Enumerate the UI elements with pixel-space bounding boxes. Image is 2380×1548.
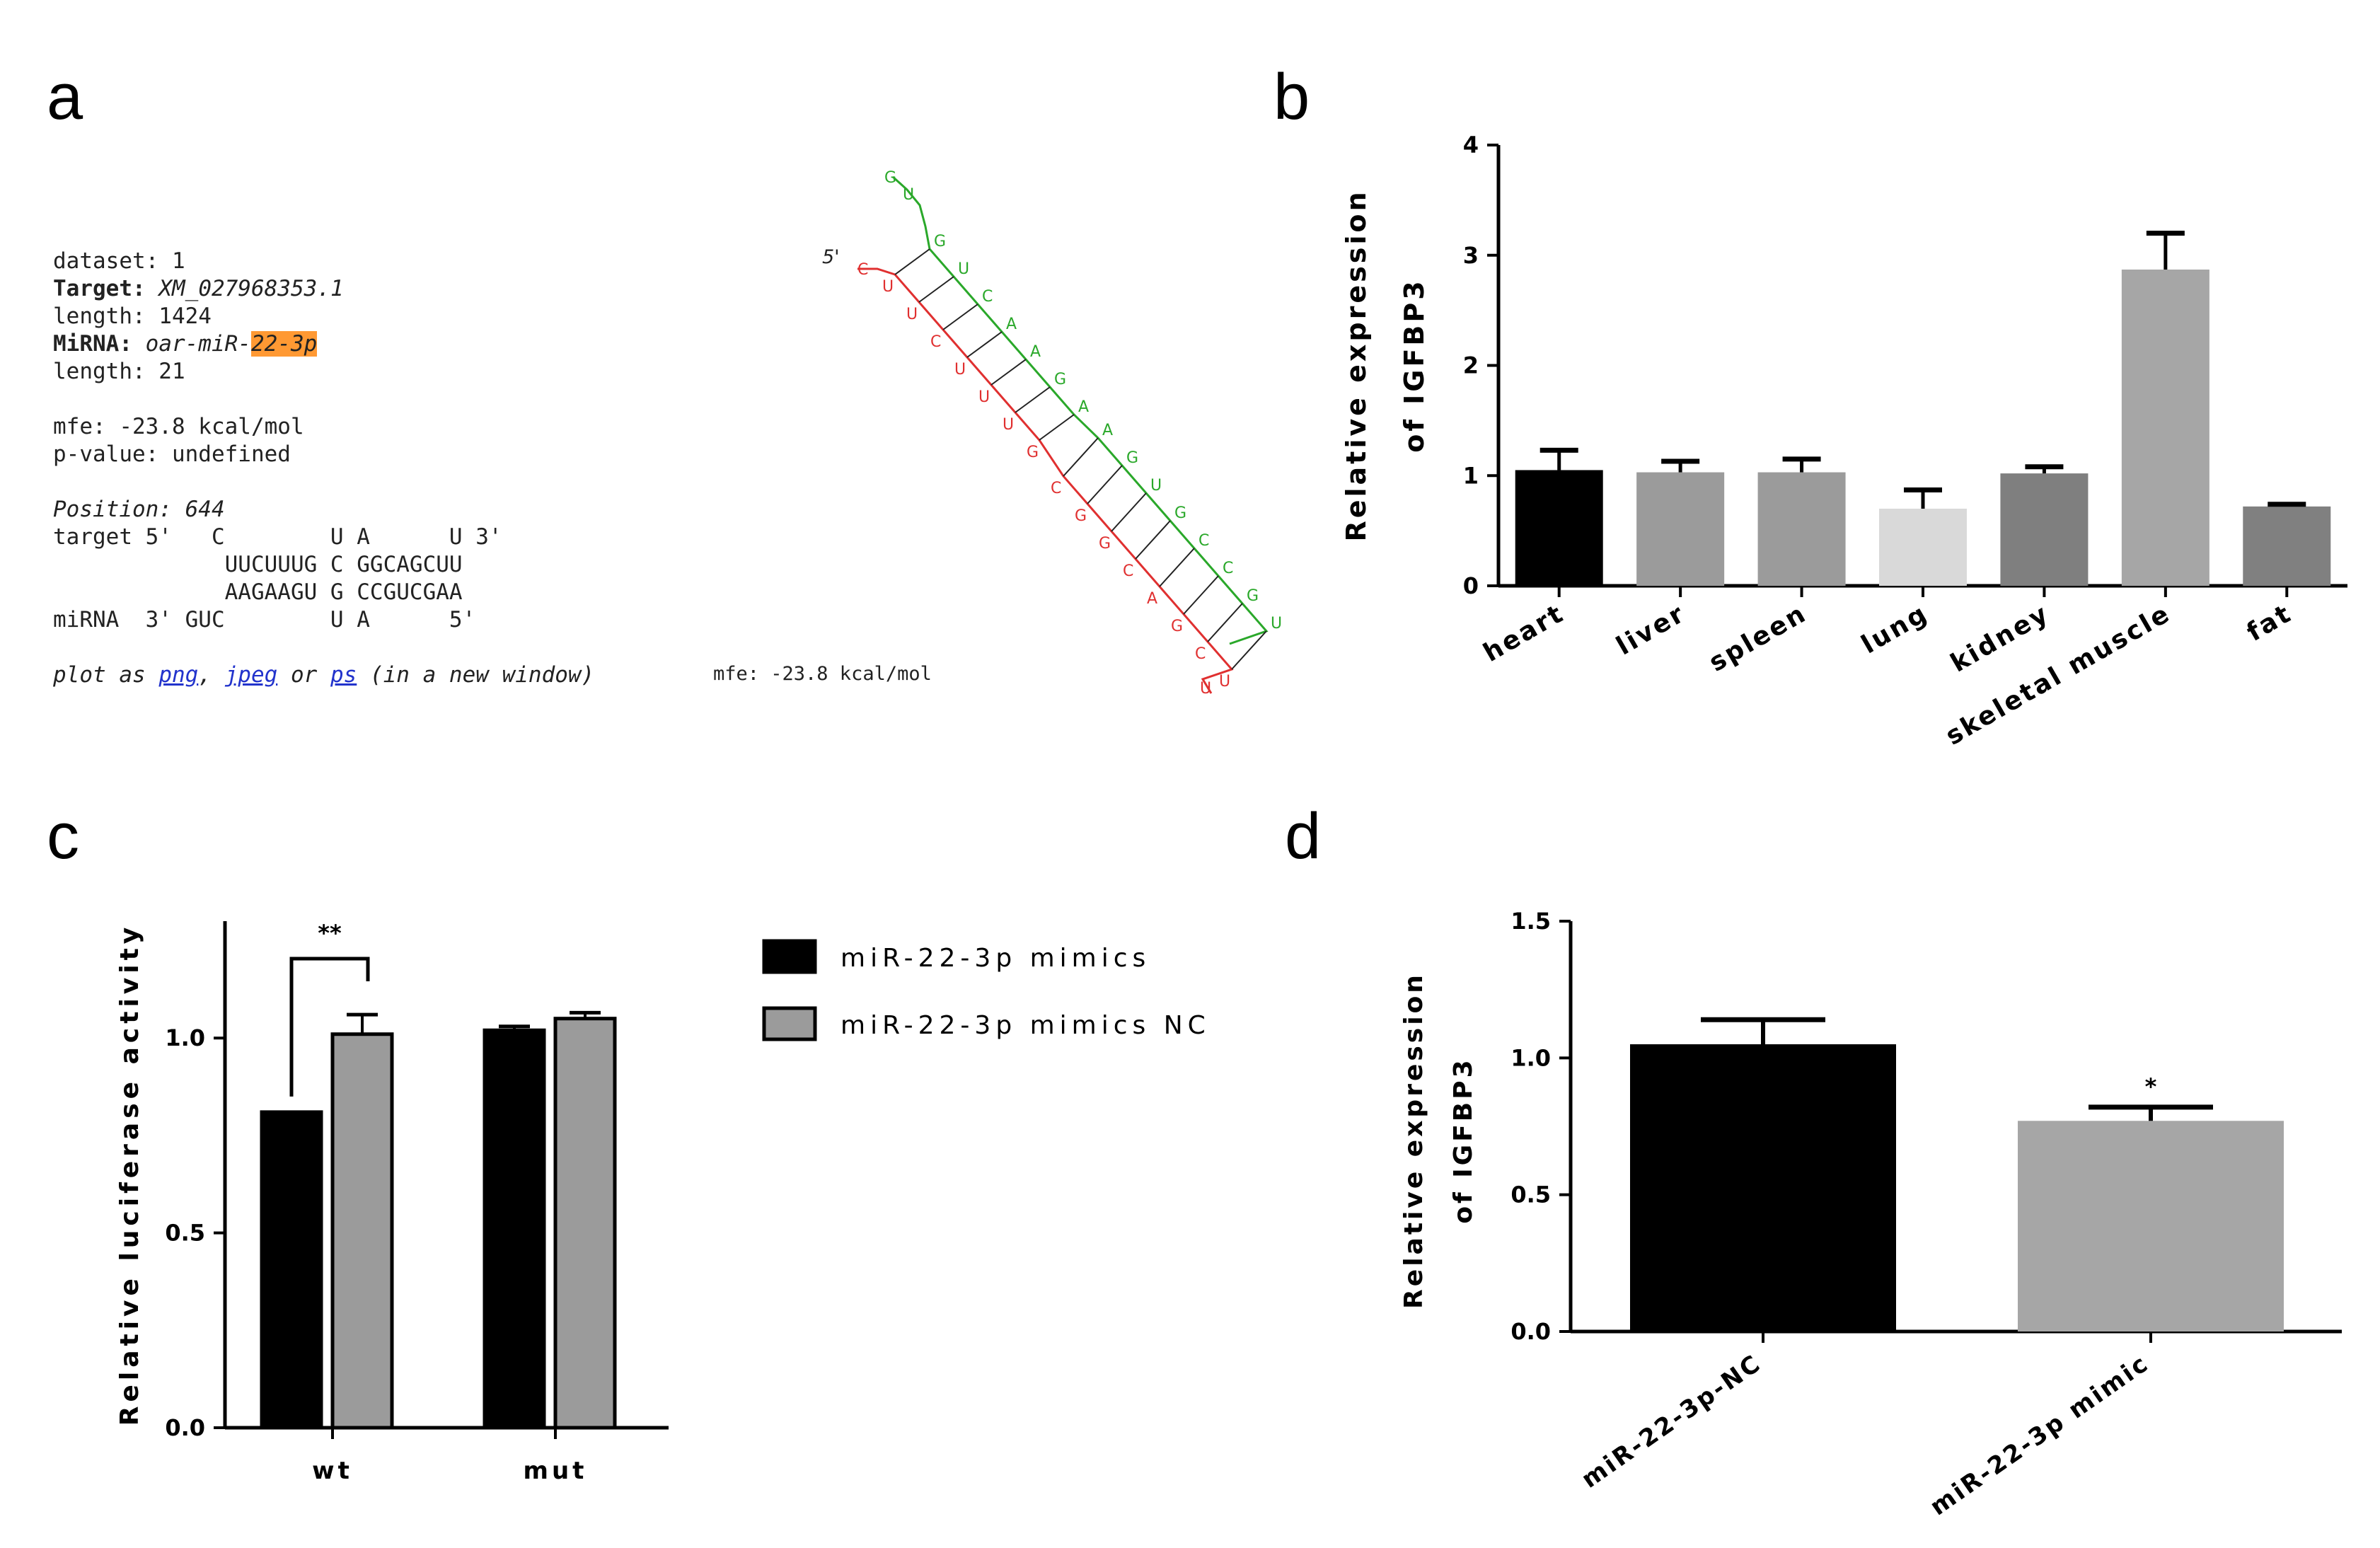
bar <box>1879 508 1967 586</box>
position-line: Position: 644 <box>53 497 225 522</box>
dataset-line: dataset: 1 <box>53 248 185 274</box>
y-axis-label: of IGFBP3 <box>1399 278 1430 452</box>
target-value: XM_027968353.1 <box>158 276 344 301</box>
png-link[interactable]: png <box>158 662 199 688</box>
legend-swatch <box>762 1006 817 1041</box>
legend-label: miR-22-3p mimics NC <box>840 1011 1211 1040</box>
bar <box>1757 472 1846 586</box>
x-tick-label: wt <box>312 1457 353 1485</box>
y-tick-label: 3 <box>1463 242 1479 269</box>
alignment-target: target 5' C U A U 3' <box>53 524 502 550</box>
ps-link[interactable]: ps <box>330 662 357 688</box>
y-tick-label: 1.0 <box>165 1024 205 1051</box>
target-line: Target: XM_027968353.1 <box>53 275 344 303</box>
bar <box>2121 269 2209 586</box>
legend-swatch <box>762 939 817 974</box>
jpeg-link[interactable]: jpeg <box>224 662 278 688</box>
bar <box>2000 473 2089 586</box>
y-axis-label: Relative luciferase activity <box>115 923 144 1426</box>
y-tick-label: 4 <box>1463 132 1479 158</box>
mirna-line: MiRNA: oar-miR-22-3p <box>53 330 318 358</box>
panel-letter-a: a <box>47 61 83 133</box>
panel-letter-c: c <box>47 800 79 872</box>
bar <box>553 1017 617 1430</box>
significance-label: * <box>2145 1073 2157 1100</box>
alignment-bottom: AAGAAGU G CCGUCGAA <box>53 579 463 605</box>
bar <box>2243 506 2331 586</box>
y-axis-label: Relative expression <box>1341 189 1372 541</box>
y-axis-label: Relative expression <box>1399 972 1428 1309</box>
alignment-mirna: miRNA 3' GUC U A 5' <box>53 607 476 633</box>
mirna-length: length: 21 <box>53 359 185 384</box>
y-tick-label: 0.0 <box>165 1414 205 1441</box>
mirna-prefix: oar-miR- <box>145 331 251 357</box>
mirna-highlight: 22-3p <box>250 331 318 357</box>
bar <box>483 1028 546 1430</box>
x-tick-label: mut <box>524 1457 588 1485</box>
bar <box>1636 472 1725 586</box>
bar <box>2018 1121 2284 1332</box>
pvalue-line: p-value: undefined <box>53 441 291 467</box>
target-length: length: 1424 <box>53 304 212 329</box>
mirna-label: MiRNA: <box>53 331 132 357</box>
legend-label: miR-22-3p mimics <box>840 944 1150 973</box>
y-tick-label: 1.0 <box>1510 1044 1551 1071</box>
plot-links: plot as png, jpeg or ps (in a new window… <box>53 662 595 688</box>
y-tick-label: 0.5 <box>1510 1182 1551 1208</box>
x-tick-label: miR-22-3p-NC <box>1576 1349 1767 1494</box>
alignment-top: UUCUUUG C GGCAGCUU <box>53 552 463 577</box>
y-tick-label: 1.5 <box>1510 908 1551 935</box>
panel-letter-b: b <box>1273 61 1310 133</box>
bar <box>1630 1044 1896 1332</box>
panel-letter-d: d <box>1285 800 1322 872</box>
target-label: Target: <box>53 276 146 301</box>
significance-bracket <box>289 957 370 1097</box>
y-tick-label: 2 <box>1463 352 1479 379</box>
y-tick-label: 1 <box>1463 462 1479 489</box>
y-tick-label: 0.0 <box>1510 1318 1551 1345</box>
significance-label: ** <box>318 920 342 947</box>
bar <box>330 1032 394 1430</box>
mfe-line: mfe: -23.8 kcal/mol <box>53 414 304 439</box>
y-tick-label: 0.5 <box>165 1220 205 1247</box>
y-axis-label: of IGFBP3 <box>1449 1057 1478 1223</box>
bar <box>1515 470 1603 586</box>
y-tick-label: 0 <box>1463 572 1479 599</box>
x-tick-label: miR-22-3p mimic <box>1925 1349 2154 1522</box>
bar <box>260 1110 323 1430</box>
